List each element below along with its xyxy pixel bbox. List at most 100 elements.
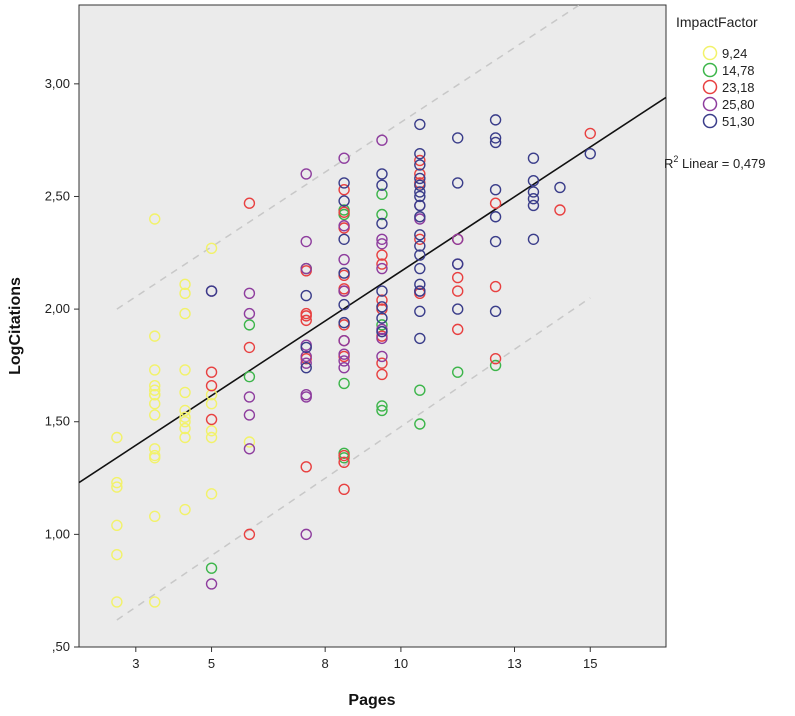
- data-point-series-4: [489, 136, 502, 149]
- data-point-series-0: [179, 287, 191, 300]
- data-point-series-0: [205, 488, 218, 500]
- data-point-series-4: [489, 211, 502, 223]
- x-tick-label: 13: [507, 656, 521, 671]
- data-point-series-1: [205, 562, 218, 574]
- data-point-series-2: [243, 197, 256, 209]
- data-point-series-4: [338, 177, 350, 189]
- data-point-series-1: [376, 208, 388, 221]
- data-point-series-2: [376, 258, 388, 270]
- data-point-series-3: [338, 220, 350, 232]
- data-point-series-4: [584, 147, 596, 160]
- data-point-series-0: [149, 389, 161, 401]
- x-tick-label: 5: [208, 656, 215, 671]
- data-point-series-3: [300, 168, 312, 180]
- data-point-series-2: [376, 368, 388, 381]
- x-tick-label: 10: [394, 656, 408, 671]
- x-tick-label: 8: [322, 656, 329, 671]
- data-point-series-3: [300, 357, 312, 369]
- legend-marker: [702, 62, 718, 78]
- y-tick-label: 1,50: [45, 414, 70, 429]
- data-point-series-2: [300, 314, 312, 327]
- data-point-series-4: [414, 190, 426, 203]
- data-point-series-1: [243, 370, 256, 383]
- y-axis: ,50 1,00 1,50 2,00 2,50 3,00: [45, 76, 79, 654]
- data-point-series-4: [554, 181, 566, 194]
- y-tick-label: ,50: [52, 639, 70, 654]
- data-point-series-0: [179, 386, 191, 399]
- data-point-series-4: [527, 152, 540, 164]
- data-point-series-4: [489, 114, 502, 126]
- data-point-series-0: [149, 510, 161, 523]
- y-axis-title: LogCitations: [7, 277, 24, 375]
- data-point-series-2: [489, 280, 502, 293]
- data-point-series-4: [414, 285, 426, 297]
- data-point-series-4: [338, 316, 350, 329]
- legend-title: ImpactFactor: [676, 14, 758, 30]
- data-point-series-0: [205, 425, 218, 437]
- data-point-series-4: [376, 217, 388, 230]
- data-point-series-0: [149, 452, 161, 464]
- data-point-series-4: [414, 229, 426, 241]
- legend-label: 25,80: [722, 97, 755, 112]
- data-point-series-0: [111, 481, 123, 493]
- data-point-series-3: [243, 391, 256, 403]
- r-squared-text: Linear = 0,479: [678, 156, 765, 171]
- data-point-series-0: [149, 398, 161, 410]
- data-point-series-4: [414, 278, 426, 291]
- data-point-series-4: [527, 175, 540, 187]
- data-point-series-2: [452, 323, 464, 336]
- data-point-series-3: [338, 253, 350, 266]
- data-point-series-2: [205, 366, 218, 378]
- legend-marker: [702, 45, 718, 61]
- data-point-series-4: [414, 249, 426, 261]
- data-point-series-4: [527, 193, 540, 205]
- data-point-series-2: [452, 285, 464, 297]
- data-point-series-0: [243, 436, 256, 448]
- data-point-series-4: [452, 177, 464, 189]
- data-point-series-3: [338, 348, 350, 360]
- data-point-series-2: [338, 449, 350, 462]
- data-point-series-3: [205, 578, 218, 590]
- y-tick-label: 2,50: [45, 188, 70, 203]
- data-point-series-3: [338, 361, 350, 374]
- data-point-series-0: [179, 503, 191, 516]
- x-tick-label: 15: [583, 656, 597, 671]
- data-point-series-4: [338, 195, 350, 207]
- data-point-series-0: [111, 596, 123, 608]
- data-point-series-3: [376, 134, 388, 146]
- data-point-series-2: [584, 127, 596, 140]
- data-point-series-4: [414, 179, 426, 191]
- data-point-series-1: [414, 418, 426, 430]
- data-point-series-4: [414, 199, 426, 212]
- data-point-series-2: [414, 168, 426, 180]
- data-point-series-3: [243, 409, 256, 421]
- data-point-series-0: [149, 409, 161, 421]
- data-point-series-1: [376, 400, 388, 412]
- data-point-series-4: [527, 199, 540, 212]
- data-point-series-4: [338, 298, 350, 311]
- legend-marker: [702, 79, 718, 95]
- data-point-series-0: [179, 411, 191, 423]
- data-point-series-4: [414, 159, 426, 171]
- data-point-series-2: [300, 310, 312, 322]
- data-point-series-3: [376, 262, 388, 275]
- data-point-series-4: [376, 179, 388, 191]
- data-point-series-4: [205, 285, 218, 297]
- data-point-series-4: [338, 267, 350, 279]
- data-point-series-1: [376, 404, 388, 417]
- data-point-series-3: [376, 350, 388, 363]
- r-squared-annotation: R2 Linear = 0,479: [664, 154, 766, 171]
- data-point-series-4: [489, 184, 502, 196]
- data-point-series-0: [149, 596, 161, 608]
- data-point-series-4: [414, 262, 426, 275]
- data-point-series-0: [179, 431, 191, 444]
- data-point-series-4: [376, 285, 388, 297]
- data-point-series-3: [243, 443, 256, 455]
- data-point-series-4: [376, 312, 388, 324]
- data-point-series-1: [376, 188, 388, 200]
- data-point-series-0: [205, 242, 218, 254]
- data-point-series-2: [489, 352, 502, 365]
- x-axis: 3 5 8 10 13 15: [132, 647, 597, 671]
- legend-label: 23,18: [722, 80, 755, 95]
- data-point-series-0: [149, 364, 161, 376]
